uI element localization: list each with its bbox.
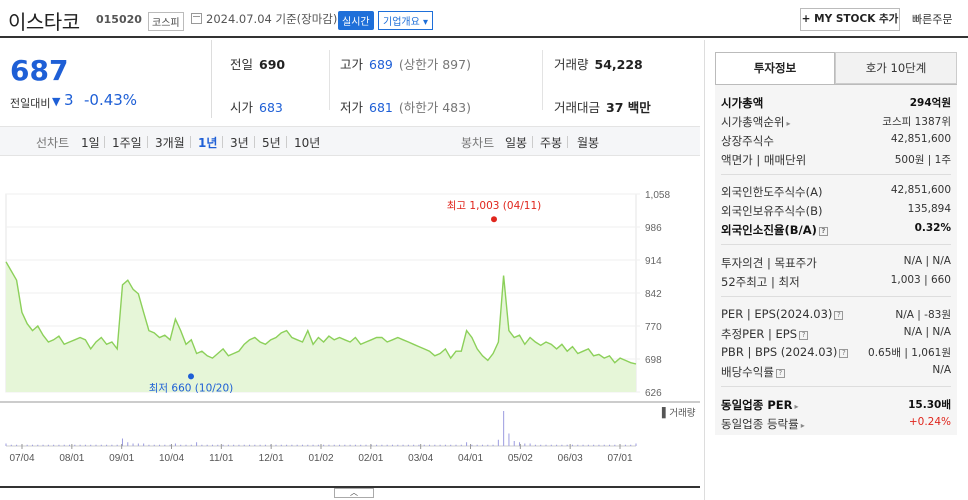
tab-1d[interactable]: 1일 (81, 136, 100, 150)
x-tick-label: 10/04 (159, 453, 184, 464)
chart-period-tabs: 선차트 1일 1주일 3개월 1년 3년 5년 10년 봉차트 일봉 주봉 월봉 (0, 126, 700, 156)
high-label: 최고 1,003 (04/11) (447, 200, 542, 212)
chart-svg: 1,058 986 914 842 770 698 626 최고 1,003 (04/11) 최… (0, 190, 700, 488)
info-row: 외국인보유주식수(B) 135,894 (721, 203, 951, 218)
tab-monthly-candle[interactable]: 월봉 (577, 136, 600, 150)
caret-right-icon: ▸ (800, 421, 805, 430)
caret-right-icon: ▸ (786, 119, 791, 128)
y-tick-label: 1,058 (645, 190, 670, 201)
x-tick-label: 07/01 (607, 453, 632, 464)
volume: 거래량 54,228 (554, 57, 643, 72)
low-price: 저가 681 (하한가 483) (340, 100, 471, 115)
company-info-dropdown[interactable]: 기업개요 ▾ (378, 11, 434, 30)
tab-3y[interactable]: 3년 (230, 136, 249, 150)
help-icon[interactable]: ? (839, 349, 849, 358)
realtime-badge[interactable]: 실시간 (338, 11, 374, 30)
change-value: 3 (64, 91, 74, 109)
x-tick-label: 11/01 (209, 453, 234, 464)
price-line (5, 261, 637, 365)
price-stats: 전일 690 고가 689 (상한가 897) 거래량 54,228 시가 683 저가 6… (212, 40, 704, 118)
y-tick-label: 914 (645, 256, 662, 267)
stock-name: 이스타코 (8, 10, 80, 34)
stock-header: 이스타코 015020 코스피 2024.07.04 기준(장마감) 실시간 기… (0, 0, 968, 38)
x-tick-label: 04/01 (458, 453, 483, 464)
invest-info-body: 시가총액 294억원 시가총액순위 ▸ 코스피 1387위 상장주식수 42,851,6… (715, 85, 957, 435)
collapse-button[interactable]: ︿ (334, 488, 374, 498)
info-row[interactable]: 배당수익률? N/A (721, 364, 951, 379)
base-date: 2024.07.04 기준(장마감) (206, 12, 338, 26)
info-row: 액면가 | 매매단위 500원 | 1주 (721, 153, 951, 167)
quick-order-link[interactable]: 빠른주문 (912, 13, 953, 26)
info-row[interactable]: 동일업종 PER ▸ 15.30배 (721, 398, 951, 412)
chevron-up-icon: ︿ (350, 488, 358, 497)
low-label: 최저 660 (10/20) (149, 382, 234, 394)
info-row: 상장주식수 42,851,600 (721, 133, 951, 148)
y-tick-label: 842 (645, 289, 662, 300)
tab-invest-info[interactable]: 투자정보 (715, 52, 835, 84)
info-row: 투자의견 | 목표주가 N/A | N/A (721, 255, 951, 270)
x-tick-label: 07/04 (9, 453, 34, 464)
x-tick-label: 03/04 (408, 453, 433, 464)
high-price: 고가 689 (상한가 897) (340, 57, 471, 72)
tab-1y[interactable]: 1년 (198, 136, 218, 150)
info-row[interactable]: 시가총액순위 ▸ 코스피 1387위 (721, 115, 951, 129)
x-tick-label: 06/03 (558, 453, 583, 464)
x-tick-label: 09/01 (109, 453, 134, 464)
info-row[interactable]: PBR | BPS (2024.03)? 0.65배 | 1,061원 (721, 345, 951, 359)
info-row: 시가총액 294억원 (721, 96, 951, 110)
line-chart-label: 선차트 (36, 136, 70, 150)
help-icon[interactable]: ? (775, 369, 785, 378)
low-marker (188, 373, 194, 380)
x-tick-label: 12/01 (259, 453, 284, 464)
help-icon[interactable]: ? (799, 331, 809, 340)
y-tick-label: 698 (645, 355, 662, 366)
stock-code: 015020 (96, 13, 142, 26)
open-price: 시가 683 (230, 100, 283, 115)
chevron-down-icon: ▾ (419, 17, 429, 28)
tab-weekly-candle[interactable]: 주봉 (540, 136, 563, 150)
tab-10y[interactable]: 10년 (294, 136, 321, 150)
down-arrow-icon: ▼ (52, 95, 61, 108)
price-chart: 1,058 986 914 842 770 698 626 최고 1,003 (04/11) 최… (0, 156, 700, 500)
tab-orderbook[interactable]: 호가 10단계 (835, 52, 957, 84)
x-tick-label: 01/02 (308, 453, 333, 464)
tab-daily-candle[interactable]: 일봉 (505, 136, 528, 150)
help-icon[interactable]: ? (818, 227, 828, 236)
info-row: 외국인한도주식수(A) 42,851,600 (721, 184, 951, 199)
y-tick-label: 626 (645, 388, 662, 399)
current-price: 687 (10, 54, 69, 87)
help-icon[interactable]: ? (834, 311, 844, 320)
divider (542, 50, 543, 110)
trade-amount: 거래대금 37 백만 (554, 100, 651, 115)
x-tick-label: 05/02 (508, 453, 533, 464)
candle-chart-label: 봉차트 (461, 136, 495, 150)
market-badge: 코스피 (148, 12, 184, 31)
high-marker (491, 216, 497, 223)
divider (329, 50, 330, 110)
change-label: 전일대비 (10, 97, 51, 110)
add-my-stock-button[interactable]: + MY STOCK 추가 (800, 8, 900, 31)
y-tick-label: 986 (645, 223, 662, 234)
tab-1w[interactable]: 1주일 (112, 136, 142, 150)
tab-3m[interactable]: 3개월 (155, 136, 185, 150)
prev-close: 전일 690 (230, 57, 286, 72)
x-tick-label: 02/01 (358, 453, 383, 464)
x-tick-label: 08/01 (59, 453, 84, 464)
invest-info-panel: 투자정보 호가 10단계 시가총액 294억원 시가총액순위 ▸ 코스피 1387위 … (704, 40, 968, 500)
y-tick-label: 770 (645, 322, 662, 333)
area-fill (6, 261, 636, 392)
price-summary: 687 전일대비 ▼ 3 -0.43% (0, 40, 212, 118)
info-row: 52주최고 | 최저 1,003 | 660 (721, 274, 951, 289)
info-row[interactable]: 추정PER | EPS? N/A | N/A (721, 326, 951, 341)
info-row[interactable]: 동일업종 등락률 ▸ +0.24% (721, 416, 951, 431)
info-row[interactable]: PER | EPS(2024.03)? N/A | -83원 (721, 307, 951, 321)
info-row[interactable]: 외국인소진율(B/A)? 0.32% (721, 222, 951, 237)
volume-label: ▌거래량 (661, 407, 696, 419)
caret-right-icon: ▸ (794, 402, 799, 411)
calendar-icon (191, 13, 202, 24)
tab-5y[interactable]: 5년 (262, 136, 281, 150)
change-percent: -0.43% (84, 91, 138, 109)
